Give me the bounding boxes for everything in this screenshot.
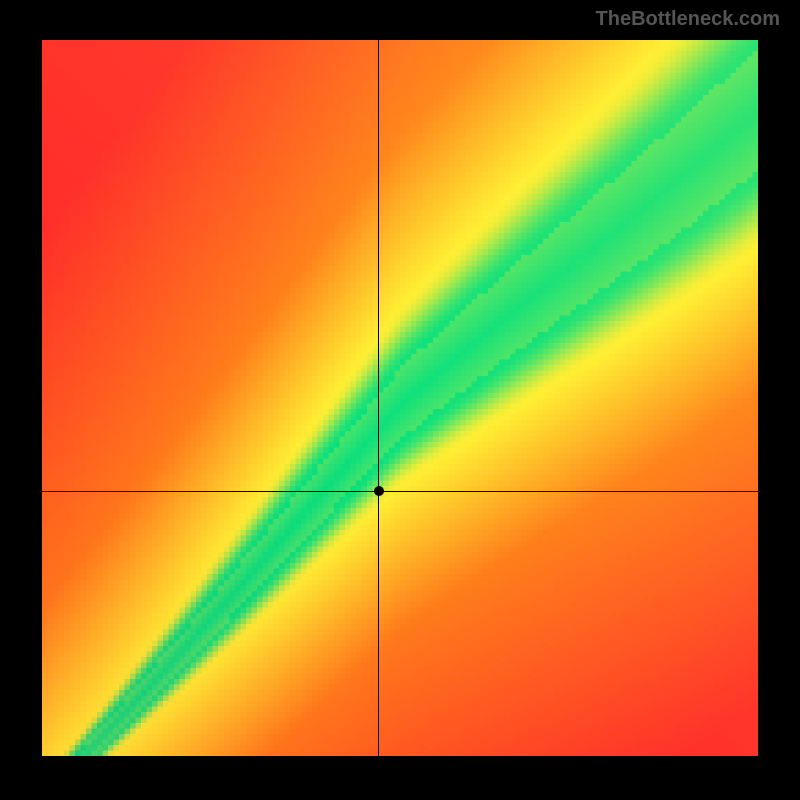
marker-dot	[374, 486, 384, 496]
crosshair-horizontal	[42, 491, 758, 492]
chart-container: TheBottleneck.com	[0, 0, 800, 800]
plot-area	[42, 40, 758, 756]
heatmap-canvas	[42, 40, 758, 756]
watermark-text: TheBottleneck.com	[596, 8, 780, 31]
crosshair-vertical	[378, 40, 379, 756]
